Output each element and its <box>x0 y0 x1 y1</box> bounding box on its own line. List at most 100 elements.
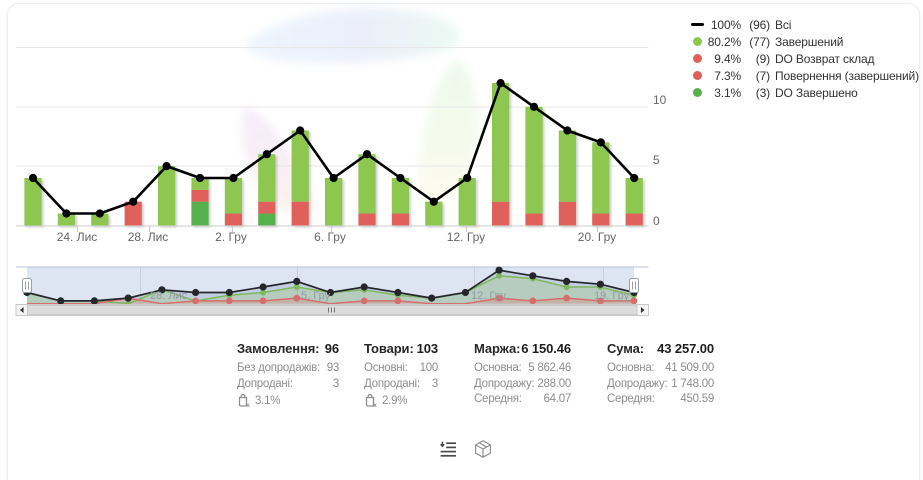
total-line-point[interactable] <box>95 209 104 218</box>
stat-sub-label: Допродажу: <box>607 377 668 390</box>
legend-dot-marker[interactable] <box>688 54 707 64</box>
bar-segment[interactable] <box>558 201 576 226</box>
total-line-point[interactable] <box>28 173 38 183</box>
legend-dot-marker[interactable] <box>688 37 707 47</box>
navigator-label: 28. Лис <box>150 290 188 302</box>
scrollbar-right-button[interactable] <box>636 304 649 316</box>
navigator-label: 19. Гру <box>594 290 630 302</box>
scrollbar-left-button[interactable] <box>15 304 28 316</box>
legend-dot-marker[interactable] <box>688 88 707 98</box>
total-line-point[interactable] <box>463 173 472 183</box>
bar-segment[interactable] <box>91 213 109 226</box>
stat-margin: Маржа: 6 150.46 Основна: 5 862.46 Допрод… <box>474 341 571 409</box>
svg-text:x: x <box>246 403 250 409</box>
bar-segment[interactable] <box>525 213 543 226</box>
bar-segment[interactable] <box>224 177 242 214</box>
bar-segment[interactable] <box>325 177 343 226</box>
x-axis-label: 24. Лис <box>56 230 98 244</box>
legend-series-name[interactable]: Завершений <box>775 34 844 49</box>
total-line-point[interactable] <box>630 173 639 183</box>
total-line-point[interactable] <box>162 162 171 171</box>
stat-upsell-pct: 2.9% <box>382 394 408 407</box>
legend-pct[interactable]: 7.3% <box>714 68 741 83</box>
legend-dot-marker[interactable] <box>688 71 707 81</box>
bar-segment[interactable] <box>625 213 643 226</box>
bar-segment[interactable] <box>57 213 75 226</box>
bar-segment[interactable] <box>358 154 376 214</box>
bar-segment[interactable] <box>158 166 176 226</box>
navigator-handle-right[interactable] <box>629 278 639 293</box>
bar-segment[interactable] <box>191 189 209 202</box>
scrollbar-thumb[interactable] <box>27 304 638 316</box>
bar-segment[interactable] <box>425 201 443 226</box>
total-line-point[interactable] <box>596 138 605 147</box>
stat-sum: Сума: 43 257.00 Основна: 41 509.00 Допро… <box>607 341 714 409</box>
total-line-point[interactable] <box>563 126 572 135</box>
stat-upsell-pct: 3.1% <box>255 394 281 407</box>
legend-pct[interactable]: 100% <box>710 17 741 32</box>
total-line-point[interactable] <box>496 79 505 88</box>
legend-pct[interactable]: 9.4% <box>714 51 741 66</box>
stat-sub-label: Основна: <box>607 362 655 375</box>
bar-segment[interactable] <box>124 201 142 226</box>
bar-segment[interactable] <box>492 83 510 202</box>
bar-segment[interactable] <box>258 213 276 226</box>
legend-count[interactable]: (9) <box>755 51 770 66</box>
total-line-point[interactable] <box>429 197 438 206</box>
y-axis-label-10: 10 <box>653 93 667 107</box>
bar-segment[interactable] <box>391 177 409 214</box>
list-stats-icon[interactable] <box>438 438 459 459</box>
stat-title: Маржа: <box>474 341 521 356</box>
bar-segment[interactable] <box>291 130 309 202</box>
bar-segment[interactable] <box>592 142 610 214</box>
total-line-point[interactable] <box>329 173 338 183</box>
bar-segment[interactable] <box>525 106 543 214</box>
legend-pct[interactable]: 80.2% <box>707 34 741 49</box>
legend-pct[interactable]: 3.1% <box>714 85 741 100</box>
stat-orders: Замовлення: 96 Без допродажів: 93 Допрод… <box>237 341 339 409</box>
bar-segment[interactable] <box>592 213 610 226</box>
bar-segment[interactable] <box>492 201 510 226</box>
bar-segment[interactable] <box>258 201 276 214</box>
bar-segment[interactable] <box>458 177 476 226</box>
legend-count[interactable]: (96) <box>749 17 770 32</box>
stat-value: 6 150.46 <box>521 341 571 356</box>
package-icon[interactable] <box>472 438 493 459</box>
stat-sub-value: 100 <box>419 362 439 375</box>
stat-sub-label: Допродажу: <box>474 377 535 390</box>
bar-segment[interactable] <box>558 130 576 202</box>
total-line-point[interactable] <box>62 209 71 218</box>
bar-segment[interactable] <box>24 177 42 226</box>
total-line-point[interactable] <box>529 102 539 111</box>
y-gridlines <box>16 47 649 167</box>
bar-segment[interactable] <box>625 177 643 214</box>
legend-series-name[interactable]: Всі <box>775 17 792 32</box>
legend-count[interactable]: (77) <box>749 34 770 49</box>
legend-series-name[interactable]: Повернення (завершений) <box>775 68 919 83</box>
legend-count[interactable]: (3) <box>755 85 770 100</box>
bar-segment[interactable] <box>391 213 409 226</box>
bar-segment[interactable] <box>258 154 276 202</box>
bar-segment[interactable] <box>191 201 209 226</box>
legend-series-name[interactable]: DO Возврат склад <box>775 51 875 66</box>
svg-text:x: x <box>373 403 377 409</box>
navigator-handle-left[interactable] <box>22 278 32 293</box>
legend-count[interactable]: (7) <box>755 68 770 83</box>
total-line-point[interactable] <box>396 173 405 183</box>
total-line-point[interactable] <box>229 173 238 183</box>
total-line-point[interactable] <box>129 197 138 206</box>
legend-line-marker[interactable] <box>688 23 707 27</box>
stat-products: Товари: 103 Основні: 100 Допродані: 3 x … <box>364 341 438 409</box>
upsell-bag-icon: x <box>365 394 377 409</box>
bar-segment[interactable] <box>224 213 242 226</box>
bar-segment[interactable] <box>358 213 376 226</box>
legend-series-name[interactable]: DO Завершено <box>775 85 858 100</box>
total-line-point[interactable] <box>296 126 305 135</box>
total-line-point[interactable] <box>195 173 205 183</box>
total-line-point[interactable] <box>362 150 372 159</box>
total-line-point[interactable] <box>262 150 271 159</box>
bar-segment[interactable] <box>191 177 209 190</box>
bar-segment[interactable] <box>291 201 309 226</box>
